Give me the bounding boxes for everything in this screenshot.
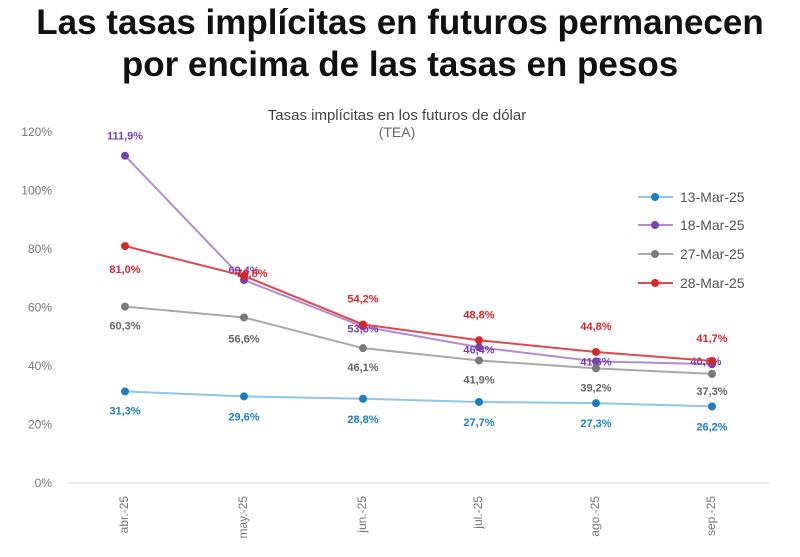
- data-label: 37,3%: [696, 386, 727, 398]
- headline: Las tasas implícitas en futuros permanec…: [0, 2, 800, 86]
- data-point: [592, 347, 600, 356]
- legend-swatch-marker: [651, 221, 659, 229]
- legend-swatch-marker: [651, 279, 659, 287]
- y-tick-label: 0%: [35, 476, 53, 490]
- chart-title: Tasas implícitas en los futuros de dólar: [268, 107, 526, 124]
- data-point: [121, 302, 129, 311]
- legend-item: 18-Mar-25: [638, 217, 745, 233]
- y-axis: 0% 20% 40% 60% 80% 100% 120%: [21, 125, 52, 490]
- data-point: [475, 336, 483, 345]
- data-label: 70,8%: [236, 268, 267, 280]
- data-label: 41,9%: [463, 374, 494, 386]
- data-label: 60,3%: [109, 321, 140, 333]
- data-point: [708, 402, 716, 411]
- data-label: 46,4%: [463, 344, 494, 356]
- x-tick-label: sep.-25: [704, 496, 718, 536]
- data-point: [240, 271, 248, 280]
- data-point: [121, 151, 129, 160]
- legend: 13-Mar-25 18-Mar-25 27-Mar-25 28-Mar-25: [638, 189, 745, 291]
- data-label: 46,1%: [347, 362, 378, 374]
- data-point: [475, 343, 483, 352]
- series-line: [124, 305, 713, 375]
- data-label: 26,2%: [696, 421, 727, 433]
- series-group: 31,3% 29,6% 28,8% 27,7% 27,3% 26,2%111,9%69,4…: [107, 131, 728, 434]
- legend-item: 27-Mar-25: [638, 246, 745, 262]
- legend-label: 13-Mar-25: [680, 189, 745, 205]
- data-label: 27,3%: [580, 418, 611, 430]
- legend-item: 28-Mar-25: [638, 275, 745, 291]
- data-point: [359, 320, 367, 329]
- data-label: 81,0%: [109, 264, 140, 276]
- legend-label: 18-Mar-25: [680, 217, 745, 233]
- series-13-Mar-25: 31,3% 29,6% 28,8% 27,7% 27,3% 26,2%: [109, 387, 728, 433]
- series-18-Mar-25: 111,9%69,4%53,5%46,4%41,6% 40,6%: [107, 131, 722, 369]
- x-tick-label: may.-25: [236, 496, 250, 539]
- data-label: 39,2%: [580, 382, 611, 394]
- data-point: [708, 357, 716, 366]
- data-point: [475, 356, 483, 365]
- data-label: 29,6%: [228, 411, 259, 423]
- y-tick-label: 120%: [21, 125, 52, 139]
- chart-subtitle: (TEA): [379, 124, 416, 140]
- data-point: [359, 344, 367, 353]
- y-tick-label: 100%: [21, 184, 52, 198]
- series-line: [124, 155, 713, 366]
- data-point: [708, 369, 716, 378]
- data-label: 48,8%: [463, 309, 494, 321]
- series-27-Mar-25: 60,3% 56,6% 46,1% 41,9% 39,2% 37,3%: [109, 302, 728, 398]
- series-line: [124, 245, 713, 363]
- data-point: [592, 364, 600, 373]
- data-label: 31,3%: [109, 405, 140, 417]
- data-point: [240, 392, 248, 401]
- data-label: 54,2%: [347, 293, 378, 305]
- data-label: 56,6%: [228, 333, 259, 345]
- series-line: [124, 390, 713, 408]
- data-point: [121, 242, 129, 251]
- x-tick-label: jul.-25: [471, 496, 485, 530]
- x-tick-label: jun.-25: [355, 496, 369, 534]
- data-label: 41,6%: [580, 356, 611, 368]
- headline-line-1: Las tasas implícitas en futuros permanec…: [36, 3, 764, 42]
- headline-line-2: por encima de las tasas en pesos: [121, 45, 679, 84]
- y-tick-label: 20%: [28, 418, 52, 432]
- data-point: [359, 394, 367, 403]
- data-point: [240, 313, 248, 322]
- y-tick-label: 80%: [28, 242, 52, 256]
- data-label: 41,7%: [696, 333, 727, 345]
- data-point: [592, 357, 600, 366]
- legend-swatch-marker: [651, 193, 659, 201]
- x-tick-label: abr.-25: [117, 496, 131, 534]
- data-label: 28,8%: [347, 414, 378, 426]
- data-label: 111,9%: [107, 131, 143, 143]
- series-28-Mar-25: 81,0% 70,8% 54,2% 48,8% 44,8% 41,7%: [109, 242, 728, 366]
- data-label: 44,8%: [580, 321, 611, 333]
- y-tick-label: 40%: [28, 359, 52, 373]
- legend-item: 13-Mar-25: [638, 189, 745, 205]
- legend-label: 28-Mar-25: [680, 275, 745, 291]
- data-label: 27,7%: [463, 417, 494, 429]
- data-point: [121, 387, 129, 396]
- data-point: [475, 397, 483, 406]
- x-axis: abr.-25 may.-25 jun.-25 jul.-25 ago.-25 sep.-…: [68, 482, 770, 539]
- x-tick-label: ago.-25: [588, 496, 602, 537]
- legend-label: 27-Mar-25: [680, 246, 745, 262]
- data-point: [592, 399, 600, 408]
- legend-swatch-marker: [651, 250, 659, 258]
- data-label: 40,6%: [690, 356, 721, 368]
- y-tick-label: 60%: [28, 301, 52, 315]
